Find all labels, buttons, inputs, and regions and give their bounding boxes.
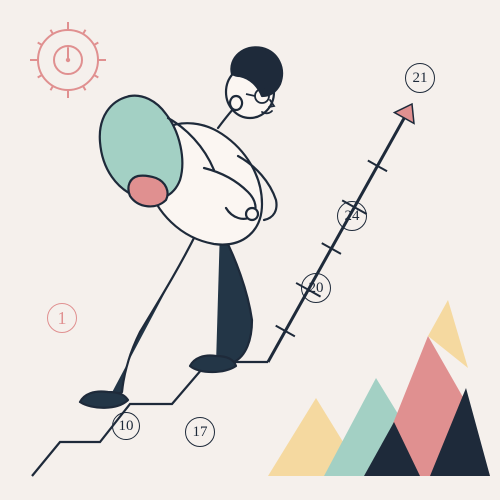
step-marker-1: 1 — [47, 303, 77, 333]
step-marker-21: 21 — [405, 63, 435, 93]
step-marker-24: 24 — [337, 201, 367, 231]
step-marker-10: 10 — [112, 412, 140, 440]
infographic-canvas: 1 10 17 20 24 21 — [0, 0, 500, 500]
step-marker-17: 17 — [185, 417, 215, 447]
step-marker-20: 20 — [301, 273, 331, 303]
